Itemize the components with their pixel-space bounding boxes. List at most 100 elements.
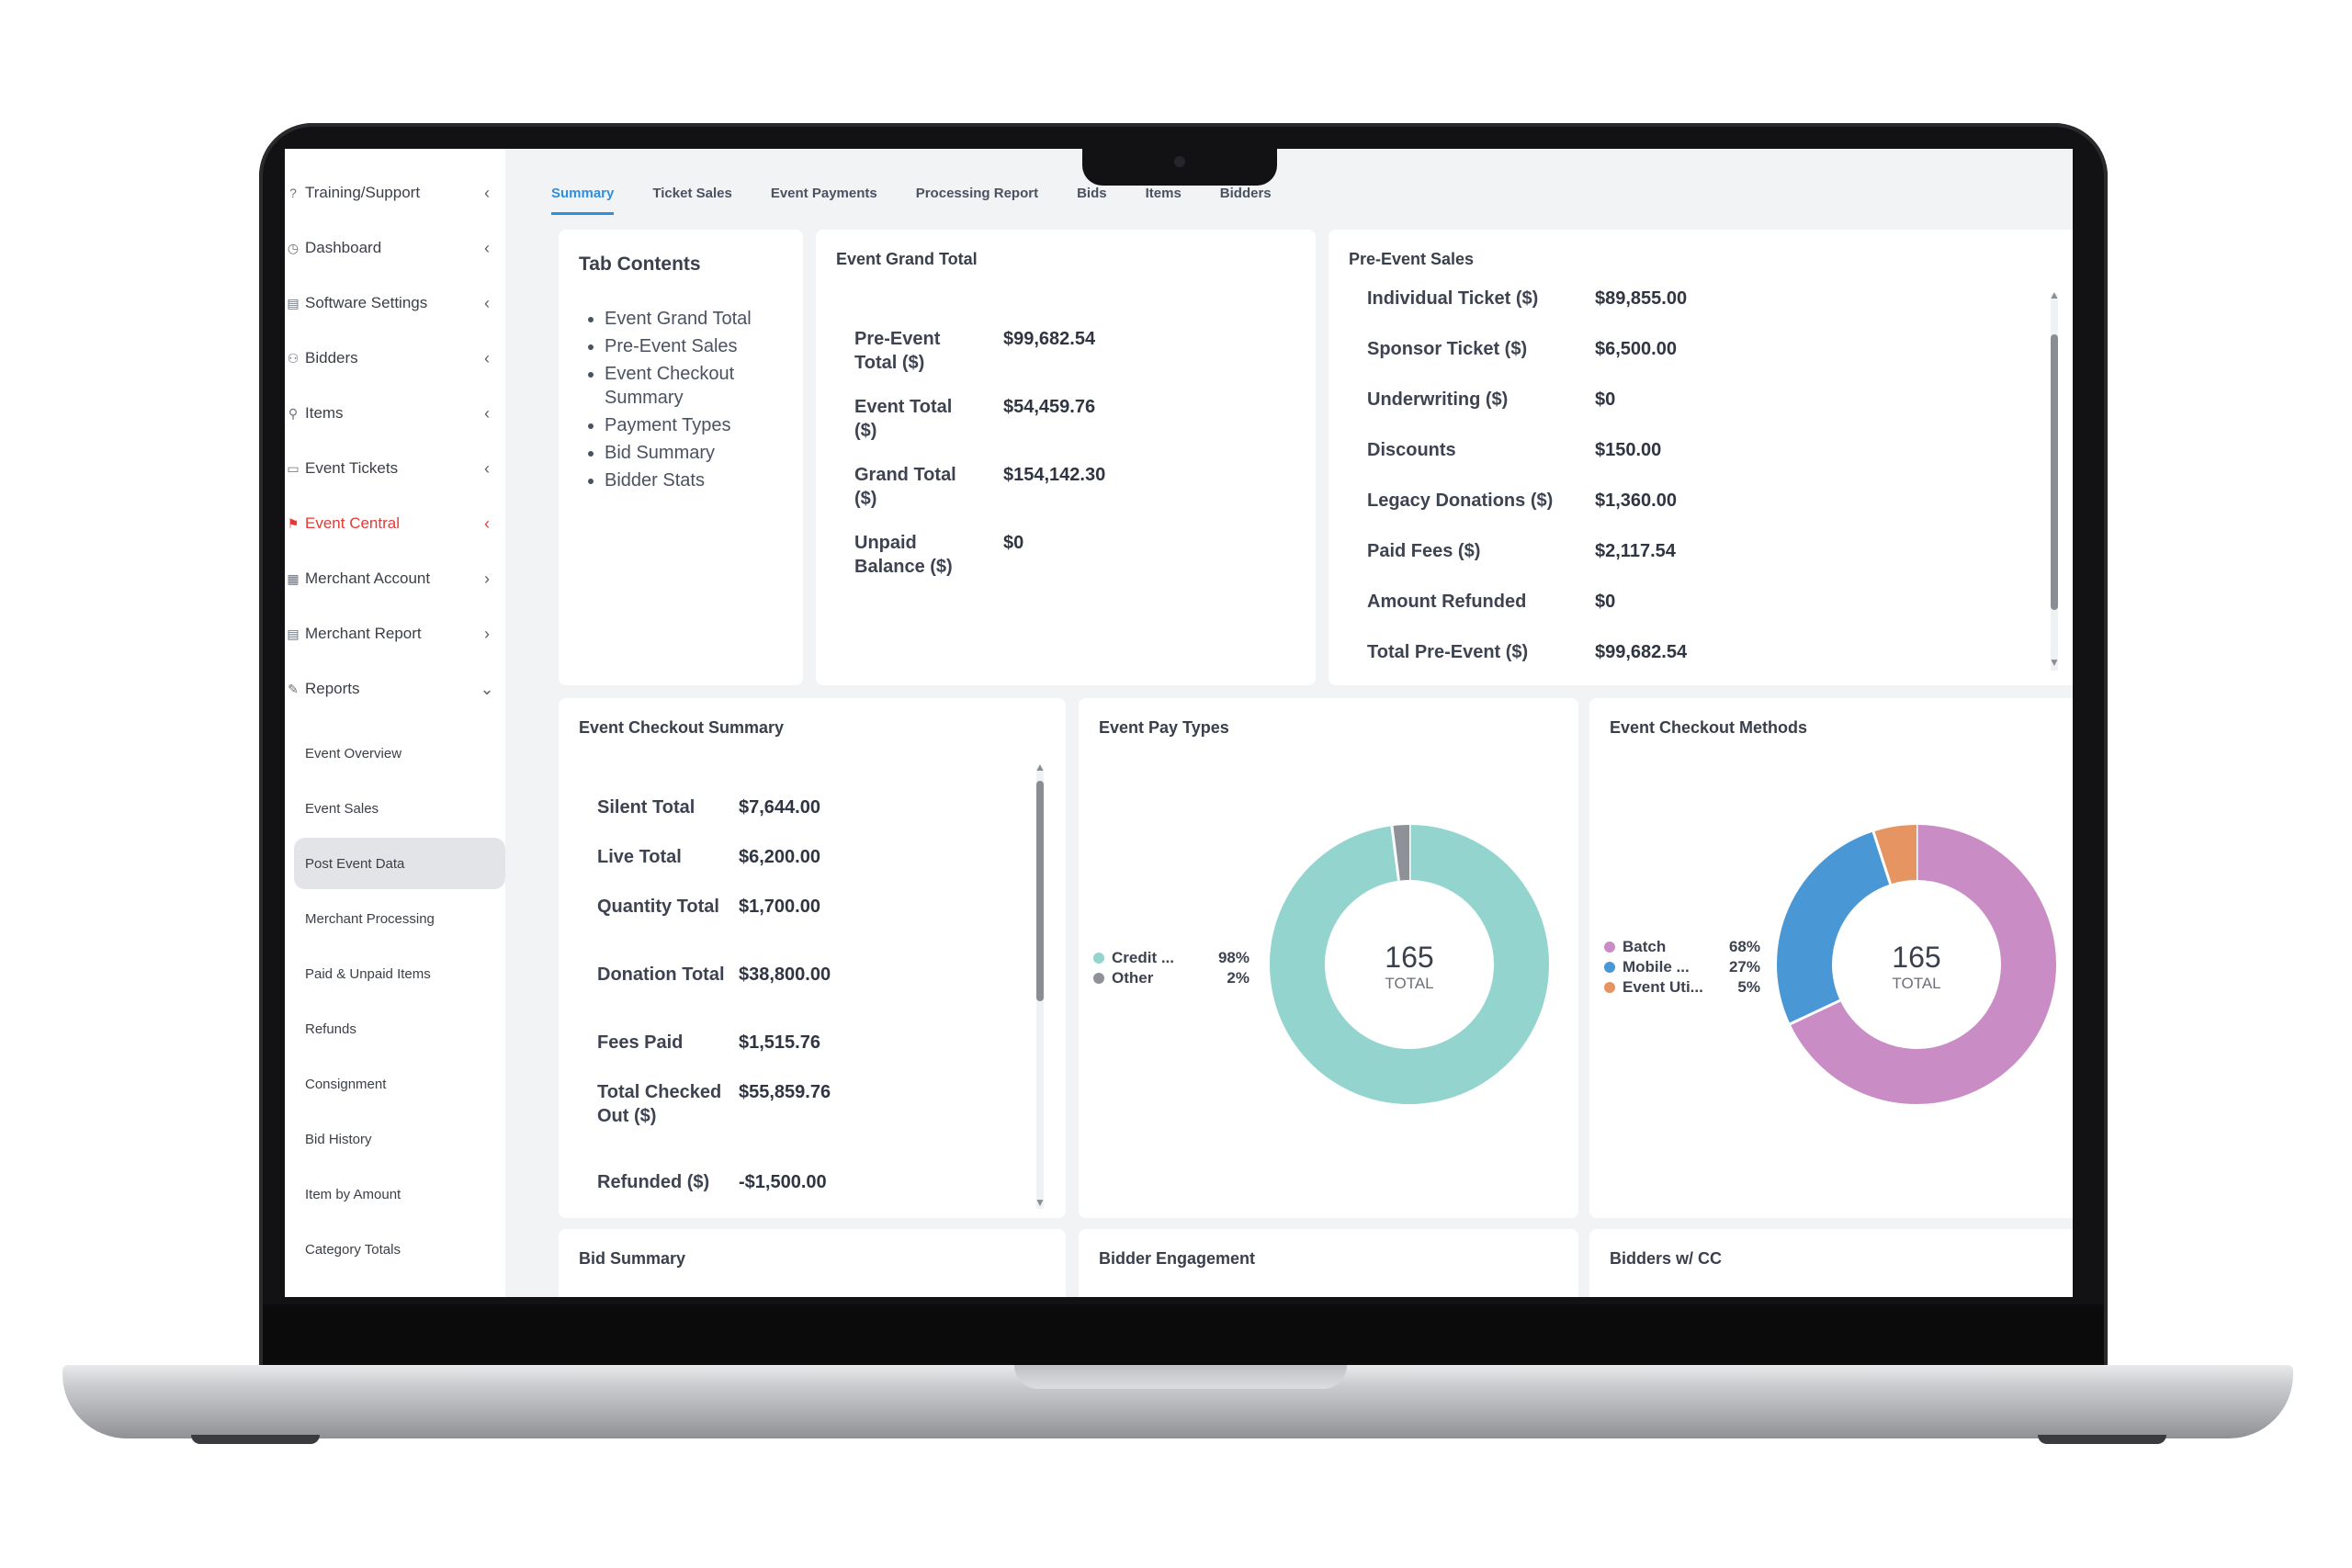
row-label: Live Total xyxy=(597,847,682,867)
sidebar-item-items[interactable]: ⚲ Items ‹ xyxy=(285,395,498,432)
checkout-summary-card: Event Checkout Summary ▲ ▼ Silent Total $… xyxy=(559,698,1066,1218)
sidebar-item-label: Dashboard xyxy=(305,239,382,256)
tab-items[interactable]: Items xyxy=(1145,186,1182,201)
donut-center: 165 TOTAL xyxy=(1354,941,1464,993)
donut-total-value: 165 xyxy=(1385,941,1434,974)
donut-slice-event-uti[interactable] xyxy=(1873,825,1917,885)
tab-ticket-sales[interactable]: Ticket Sales xyxy=(652,186,732,201)
chevron-icon[interactable]: › xyxy=(484,569,490,588)
legend-swatch xyxy=(1093,973,1104,984)
scrollbar[interactable]: ▲ ▼ xyxy=(1035,761,1046,1209)
legend-item[interactable]: Other 2% xyxy=(1093,968,1250,988)
legend-percent: 2% xyxy=(1227,969,1250,987)
sidebar-item-training-support[interactable]: ? Training/Support ‹ xyxy=(285,175,498,211)
legend-item[interactable]: Credit ... 98% xyxy=(1093,948,1250,968)
sidebar-subitem-paid-unpaid-items[interactable]: Paid & Unpaid Items xyxy=(305,965,431,982)
tab-summary[interactable]: Summary xyxy=(551,186,615,215)
chevron-icon[interactable]: › xyxy=(484,624,490,643)
sidebar-subitem-category-totals[interactable]: Category Totals xyxy=(305,1241,401,1258)
sidebar-item-label: Bidders xyxy=(305,349,358,367)
donut-slice-mobile[interactable] xyxy=(1777,831,1892,1024)
sidebar-subitem-item-by-amount[interactable]: Item by Amount xyxy=(305,1186,401,1202)
tab-contents-link[interactable]: Pre-Event Sales xyxy=(605,334,761,358)
sidebar-item-label: Merchant Account xyxy=(305,570,431,587)
row-value: $1,515.76 xyxy=(739,1032,820,1053)
sidebar-item-event-tickets[interactable]: ▭ Event Tickets ‹ xyxy=(285,450,498,487)
donut-center: 165 TOTAL xyxy=(1861,941,1972,993)
tab-bids[interactable]: Bids xyxy=(1077,186,1107,201)
scroll-thumb[interactable] xyxy=(1036,781,1044,1001)
sidebar-item-label: Merchant Report xyxy=(305,625,422,642)
tab-bidders[interactable]: Bidders xyxy=(1219,186,1272,201)
tab-contents-link[interactable]: Event Grand Total xyxy=(605,307,761,331)
donut-slice-credit[interactable] xyxy=(1270,825,1549,1104)
chevron-icon[interactable]: ‹ xyxy=(484,293,490,312)
tab-contents-link[interactable]: Bid Summary xyxy=(605,441,761,465)
row-label: Silent Total xyxy=(597,797,695,818)
row-label: Quantity Total xyxy=(597,897,719,917)
card-title: Event Grand Total xyxy=(836,250,978,268)
dashboard-icon: ◷ xyxy=(287,240,300,255)
chevron-icon[interactable]: ‹ xyxy=(484,348,490,367)
scroll-up-icon[interactable]: ▲ xyxy=(2049,288,2060,301)
sidebar-subitem-bid-history[interactable]: Bid History xyxy=(305,1131,372,1147)
legend-label: Mobile ... xyxy=(1623,958,1690,976)
donut-slice-other[interactable] xyxy=(1391,825,1410,881)
sidebar-item-merchant-account[interactable]: ▦ Merchant Account › xyxy=(285,560,498,597)
row-label: Total Pre-Event ($) xyxy=(1367,642,1529,662)
sidebar-item-dashboard[interactable]: ◷ Dashboard ‹ xyxy=(285,230,498,266)
row-label: Individual Ticket ($) xyxy=(1367,288,1539,309)
scroll-up-icon[interactable]: ▲ xyxy=(1035,761,1046,773)
row-value: $55,859.76 xyxy=(739,1082,831,1102)
legend-item[interactable]: Mobile ... 27% xyxy=(1604,957,1760,977)
sidebar-subitem-refunds[interactable]: Refunds xyxy=(305,1021,356,1037)
laptop-foot xyxy=(191,1435,320,1444)
sidebar-subitem-merchant-processing[interactable]: Merchant Processing xyxy=(305,910,435,927)
tab-event-payments[interactable]: Event Payments xyxy=(770,186,877,201)
legend-swatch xyxy=(1604,982,1615,993)
pay-types-card: Event Pay Types Credit ... 98% Other 2% 165… xyxy=(1079,698,1578,1218)
sidebar-item-event-central[interactable]: ⚑ Event Central ‹ xyxy=(285,505,498,542)
donut-slice-batch[interactable] xyxy=(1790,825,2056,1104)
sidebar-item-merchant-report[interactable]: ▤ Merchant Report › xyxy=(285,615,498,652)
chevron-icon[interactable]: ‹ xyxy=(484,458,490,478)
merchant-report-icon: ▤ xyxy=(287,626,300,641)
tab-contents-link[interactable]: Bidder Stats xyxy=(605,468,761,492)
chevron-icon[interactable]: ‹ xyxy=(484,238,490,257)
row-value: $38,800.00 xyxy=(739,964,831,985)
grand-total-card: Event Grand Total Pre-Event Total ($) $99… xyxy=(816,230,1316,685)
scroll-down-icon[interactable]: ▼ xyxy=(2049,656,2060,669)
sidebar-subitem-post-event-data[interactable]: Post Event Data xyxy=(294,838,505,889)
card-title: Bidders w/ CC xyxy=(1610,1249,1723,1268)
sidebar-item-software-settings[interactable]: ▤ Software Settings ‹ xyxy=(285,285,498,321)
chevron-icon[interactable]: ⌄ xyxy=(480,679,494,698)
scrollbar[interactable]: ▲ ▼ xyxy=(2049,288,2060,671)
legend-label: Event Uti... xyxy=(1623,978,1703,996)
scroll-thumb[interactable] xyxy=(2051,334,2058,610)
tab-contents-card: Tab Contents Event Grand Total Pre-Event … xyxy=(559,230,803,685)
legend-percent: 27% xyxy=(1728,958,1760,976)
pre-event-sales-card: Pre-Event Sales ▲ ▼ Individual Ticket ($… xyxy=(1329,230,2073,685)
sidebar-subitem-event-sales[interactable]: Event Sales xyxy=(305,800,379,817)
sidebar-item-reports[interactable]: ✎ Reports ⌄ xyxy=(285,671,498,707)
tab-contents-link[interactable]: Payment Types xyxy=(605,413,761,437)
row-value: $6,500.00 xyxy=(1595,339,1677,359)
tab-contents-link[interactable]: Event Checkout Summary xyxy=(605,362,761,410)
chevron-icon[interactable]: ‹ xyxy=(484,513,490,533)
tab-bar: Summary Ticket Sales Event Payments Process… xyxy=(551,186,1310,215)
legend-item[interactable]: Event Uti... 5% xyxy=(1604,977,1760,998)
card-title: Bid Summary xyxy=(579,1249,686,1268)
chevron-icon[interactable]: ‹ xyxy=(484,183,490,202)
legend-item[interactable]: Batch 68% xyxy=(1604,937,1760,957)
sidebar-subitem-event-overview[interactable]: Event Overview xyxy=(305,745,402,761)
sidebar-subitem-top-event-donors[interactable]: Top Event Donors xyxy=(294,1286,492,1298)
scroll-down-icon[interactable]: ▼ xyxy=(1035,1196,1046,1209)
tab-processing-report[interactable]: Processing Report xyxy=(915,186,1039,201)
legend-percent: 98% xyxy=(1217,949,1250,966)
sidebar-item-bidders[interactable]: ⚇ Bidders ‹ xyxy=(285,340,498,377)
chevron-icon[interactable]: ‹ xyxy=(484,403,490,423)
row-value: $0 xyxy=(1595,389,1616,410)
sidebar-subitem-consignment[interactable]: Consignment xyxy=(305,1076,387,1092)
row-label: Total Checked Out ($) xyxy=(597,1082,722,1126)
tab-contents-list: Event Grand Total Pre-Event Sales Event Ch… xyxy=(588,307,761,496)
